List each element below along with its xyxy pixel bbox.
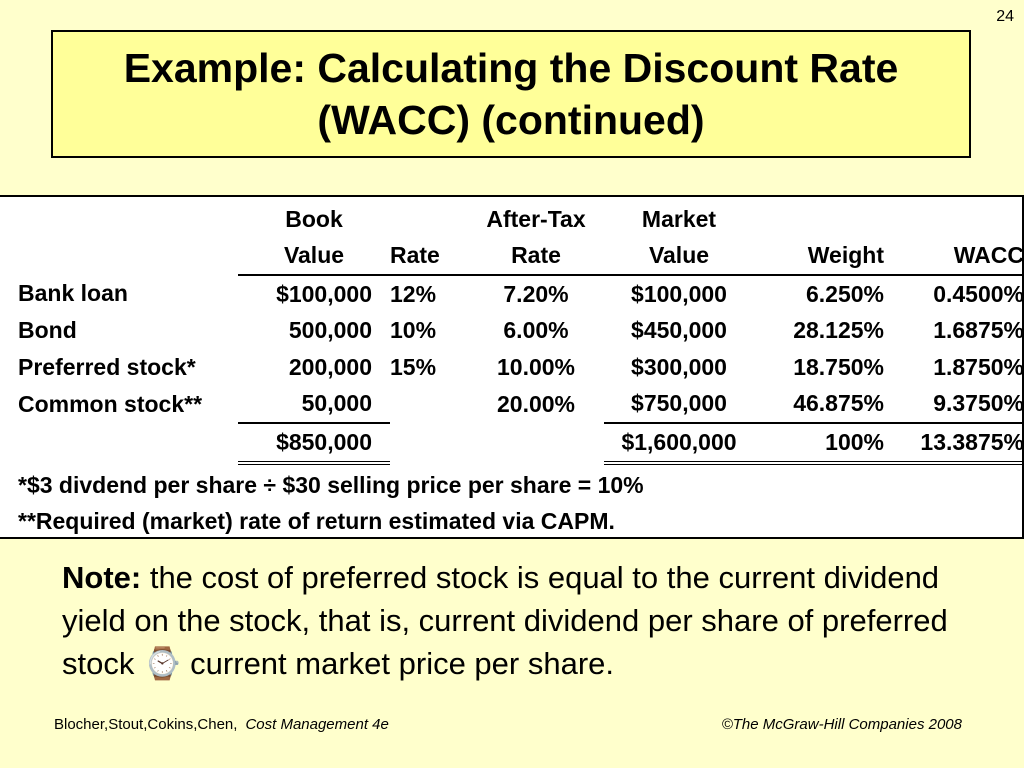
table-cell: 6.250%	[805, 280, 884, 307]
table-cell: 200,000	[288, 353, 372, 380]
row-label: Bank loan	[18, 280, 128, 307]
table-cell: $300,000	[631, 353, 727, 380]
wacc-table: Book After-Tax Market Value Rate Rate Va…	[18, 201, 1024, 465]
table-cell: 10.00%	[496, 353, 575, 380]
totals-row: $850,000 $1,600,000 100% 13.3875%	[18, 423, 1024, 465]
footnote-preferred: *$3 divdend per share ÷ $30 selling pric…	[18, 472, 644, 498]
table-cell: 20.00%	[496, 390, 575, 417]
table-header-cell: Weight	[754, 237, 888, 276]
table-header-cell: Value	[238, 237, 390, 276]
table-header-cell: Book	[285, 205, 343, 232]
slide-number: 24	[996, 8, 1014, 25]
table-cell: 15%	[390, 353, 437, 380]
table-cell: 1.8750%	[933, 353, 1024, 380]
footer-book-title: Cost Management 4e	[245, 716, 389, 733]
table-cell: $100,000	[276, 280, 372, 307]
table-cell	[390, 423, 468, 463]
table-cell: $750,000	[604, 385, 754, 424]
row-label: Bond	[18, 317, 77, 344]
table-header-cell: Rate	[390, 237, 468, 276]
row-label: Preferred stock*	[18, 353, 196, 380]
table-cell: 28.125%	[793, 317, 884, 344]
table-cell: $450,000	[631, 317, 727, 344]
table-footnotes: *$3 divdend per share ÷ $30 selling pric…	[18, 467, 644, 539]
footnote-common: **Required (market) rate of return estim…	[18, 508, 615, 534]
row-label: Common stock**	[18, 390, 203, 417]
table-cell: 6.00%	[503, 317, 569, 344]
footer-authors: Blocher,Stout,Cokins,Chen,	[54, 716, 238, 733]
total-wacc: 13.3875%	[888, 423, 1024, 465]
table-header-cell	[754, 201, 888, 238]
table-header-cell: Rate	[468, 237, 604, 276]
table-cell: 50,000	[238, 385, 390, 424]
footer-citation: Blocher,Stout,Cokins,Chen, Cost Managemen…	[54, 716, 389, 733]
table-cell: 7.20%	[503, 280, 569, 307]
table-cell: 18.750%	[793, 353, 884, 380]
total-weight: 100%	[754, 423, 888, 465]
note-label: Note:	[62, 560, 142, 595]
table-cell: 500,000	[288, 317, 372, 344]
table-row: Preferred stock* 200,000 15% 10.00% $300…	[18, 349, 1024, 386]
table-header-row-2: Value Rate Rate Value Weight WACC	[18, 237, 1024, 276]
table-header-cell: After-Tax	[486, 205, 586, 232]
table-cell	[468, 423, 604, 463]
table-header-cell: Value	[604, 237, 754, 276]
total-book-value: $850,000	[238, 423, 390, 465]
total-market-value: $1,600,000	[604, 423, 754, 465]
table-cell: 9.3750%	[888, 385, 1024, 424]
slide-title: Example: Calculating the Discount Rate (…	[51, 30, 971, 158]
table-cell	[390, 386, 468, 424]
table-cell: 0.4500%	[933, 280, 1024, 307]
table-header-cell	[390, 201, 468, 238]
table-header-cell: Market	[641, 205, 717, 232]
title-line-2: (WACC) (continued)	[317, 97, 705, 143]
table-header-cell	[888, 201, 1024, 238]
table-row: Common stock** 50,000 20.00% $750,000 46…	[18, 385, 1024, 424]
wacc-table-panel: Book After-Tax Market Value Rate Rate Va…	[0, 195, 1024, 539]
table-cell: 10%	[390, 317, 437, 344]
table-cell	[18, 238, 238, 276]
table-cell: $100,000	[631, 280, 727, 307]
table-header-cell: WACC	[888, 237, 1024, 276]
table-row: Bond 500,000 10% 6.00% $450,000 28.125% …	[18, 313, 1024, 350]
note-paragraph: Note: the cost of preferred stock is equ…	[62, 556, 992, 685]
note-text: the cost of preferred stock is equal to …	[62, 560, 948, 681]
table-cell: 12%	[390, 280, 437, 307]
table-cell	[18, 423, 238, 463]
table-cell: 1.6875%	[933, 317, 1024, 344]
table-header-row-1: Book After-Tax Market	[18, 201, 1024, 238]
footer-copyright: ©The McGraw-Hill Companies 2008	[721, 716, 962, 733]
table-row: Bank loan $100,000 12% 7.20% $100,000 6.…	[18, 275, 1024, 313]
table-cell	[18, 201, 238, 238]
table-cell: 46.875%	[754, 385, 888, 424]
title-line-1: Example: Calculating the Discount Rate	[123, 45, 899, 91]
